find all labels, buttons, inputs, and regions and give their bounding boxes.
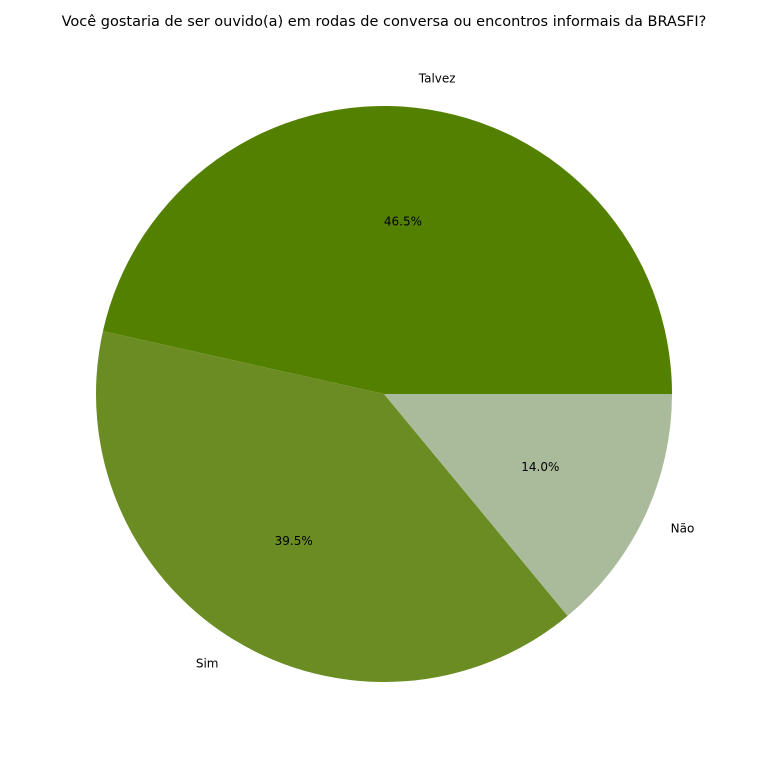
pie-slice-sim [95,331,568,683]
slice-label: Talvez [418,72,456,86]
slice-label: Sim [196,657,219,671]
chart-title: Você gostaria de ser ouvido(a) em rodas … [62,14,707,30]
pie-slice-nao [384,394,672,616]
slice-percent-label: 46.5% [384,215,422,229]
slice-label: Não [671,521,695,535]
slice-percent-label: 14.0% [521,460,559,474]
pie-labels: Talvez 46.5% Sim 39.5% Não 14.0% [196,72,694,671]
pie-slice-talvez [102,106,672,394]
slice-percent-label: 39.5% [275,534,313,548]
pie-slices [95,106,672,683]
